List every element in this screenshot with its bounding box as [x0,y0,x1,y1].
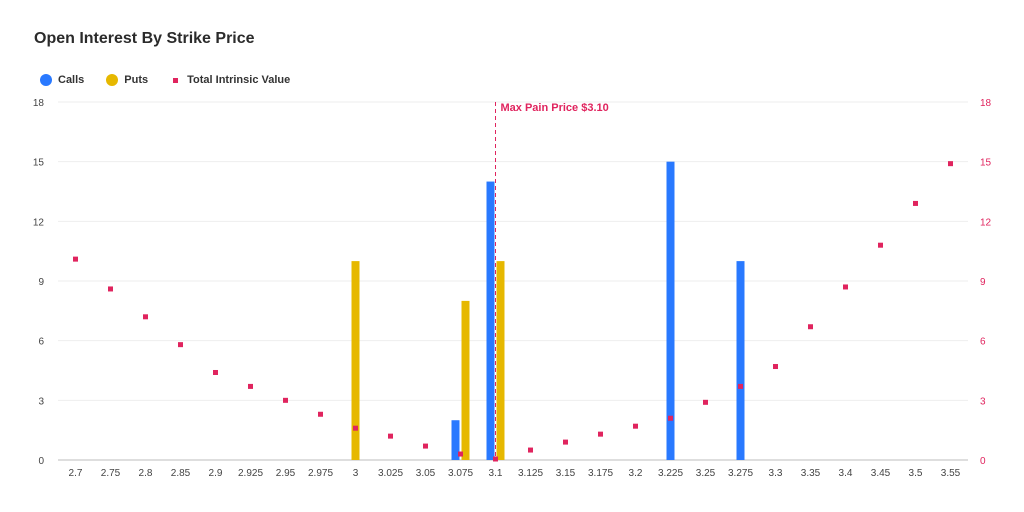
intrinsic-legend-marker [173,77,179,83]
x-tick-label: 3.175 [588,468,613,479]
x-tick-label: 3.125 [518,468,543,479]
x-tick-label: 3.275 [728,468,753,479]
x-tick-label: 3.1 [489,468,503,479]
x-tick-label: 3.4 [839,468,853,479]
x-tick-label: 2.7 [69,468,83,479]
y-tick-label: 9 [38,277,44,288]
chart-legend: Calls Puts Total Intrinsic Value [40,74,290,86]
x-tick-label: 3.25 [696,468,716,479]
intrinsic-value-point [738,383,743,389]
intrinsic-value-point [493,456,498,462]
intrinsic-value-point [458,451,463,457]
intrinsic-value-point [423,443,428,449]
y2-tick-label: 9 [980,277,986,288]
x-tick-label: 2.75 [101,468,121,479]
puts-bar [461,300,470,460]
calls-bar [451,420,460,460]
y-tick-label: 12 [33,217,45,228]
y2-tick-label: 15 [980,158,992,169]
intrinsic-value-point [598,431,603,437]
max-pain-label: Max Pain Price $3.10 [501,102,609,114]
intrinsic-value-point [178,342,183,348]
x-tick-label: 3.025 [378,468,403,479]
intrinsic-value-point [388,433,393,439]
intrinsic-value-point [353,425,358,431]
y2-tick-label: 6 [980,337,986,348]
intrinsic-value-point [563,439,568,445]
legend-label-intrinsic: Total Intrinsic Value [187,74,291,86]
intrinsic-value-point [878,242,883,248]
y2-tick-label: 0 [980,456,986,467]
x-tick-label: 2.9 [209,468,223,479]
intrinsic-value-point [808,324,813,330]
x-tick-label: 3.05 [416,468,436,479]
x-tick-label: 3.15 [556,468,576,479]
intrinsic-value-point [703,399,708,405]
x-tick-label: 3.35 [801,468,821,479]
puts-legend-marker [106,74,119,86]
x-tick-label: 2.85 [171,468,191,479]
legend-label-calls: Calls [58,74,85,86]
legend-item-puts[interactable]: Puts [106,74,148,86]
intrinsic-value-point [948,161,953,167]
x-tick-label: 3.225 [658,468,683,479]
x-tick-label: 3.2 [629,468,643,479]
intrinsic-value-point [633,423,638,429]
intrinsic-value-point [73,256,78,262]
calls-bar [666,161,675,460]
x-tick-label: 3.075 [448,468,473,479]
x-tick-label: 2.95 [276,468,296,479]
intrinsic-value-point [773,364,778,370]
intrinsic-value-point [843,284,848,290]
y-tick-label: 6 [38,337,44,348]
puts-bar [351,261,360,460]
calls-bar [486,181,495,461]
intrinsic-value-point [213,369,218,375]
intrinsic-value-point [668,415,673,421]
y-tick-label: 3 [38,396,44,407]
calls-legend-marker [40,74,52,86]
chart-title: Open Interest By Strike Price [34,30,255,47]
intrinsic-value-point [528,447,533,453]
intrinsic-value-point [913,200,918,206]
y-tick-label: 18 [33,98,45,109]
y2-tick-label: 18 [980,98,992,109]
y2-tick-label: 12 [980,217,992,228]
x-tick-label: 3.45 [871,468,891,479]
legend-item-intrinsic[interactable]: Total Intrinsic Value [170,74,290,86]
y-tick-label: 0 [38,456,44,467]
intrinsic-value-point [143,314,148,320]
legend-item-calls[interactable]: Calls [40,74,84,86]
x-tick-label: 2.975 [308,468,333,479]
intrinsic-value-point [248,383,253,389]
x-tick-label: 3.5 [909,468,923,479]
x-tick-label: 3.3 [769,468,783,479]
intrinsic-value-point [318,411,323,417]
calls-bar [736,261,745,460]
intrinsic-value-point [283,397,288,403]
x-tick-label: 3 [353,468,359,479]
legend-label-puts: Puts [124,74,149,86]
y-tick-label: 15 [33,158,45,169]
x-tick-label: 2.925 [238,468,263,479]
x-tick-label: 2.8 [139,468,153,479]
x-tick-label: 3.55 [941,468,961,479]
y2-tick-label: 3 [980,396,986,407]
puts-bar [496,261,505,460]
intrinsic-value-point [108,286,113,292]
